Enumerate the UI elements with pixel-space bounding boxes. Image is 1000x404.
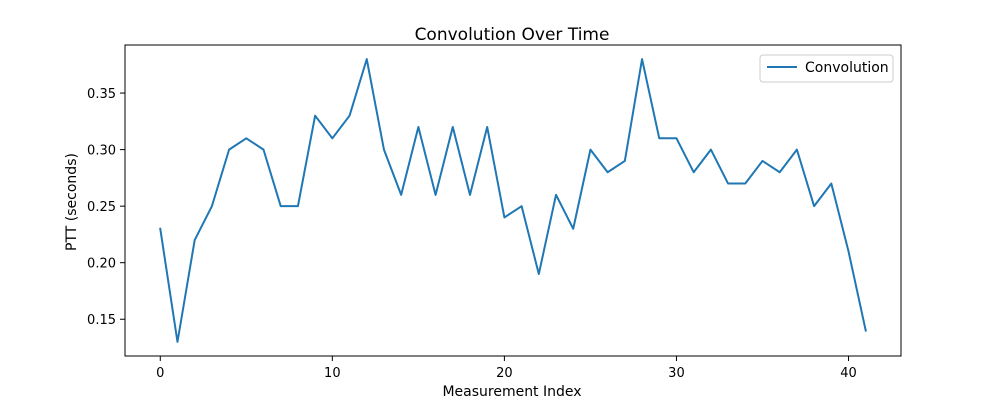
y-axis-title: PTT (seconds) bbox=[64, 153, 80, 251]
data-point bbox=[400, 194, 402, 196]
data-point bbox=[417, 126, 419, 128]
data-point bbox=[555, 194, 557, 196]
data-point bbox=[280, 205, 282, 207]
x-axis-title: Measurement Index bbox=[442, 384, 581, 400]
legend: Convolution bbox=[759, 54, 894, 83]
data-point bbox=[228, 149, 230, 151]
data-point bbox=[331, 137, 333, 139]
data-point bbox=[349, 115, 351, 117]
data-point bbox=[452, 126, 454, 128]
y-tick-label: 0.25 bbox=[87, 200, 116, 215]
chart-title: Convolution Over Time bbox=[415, 25, 610, 45]
data-point bbox=[744, 183, 746, 185]
data-point bbox=[796, 149, 798, 151]
y-axis: 0.15 0.20 0.25 0.30 0.35 bbox=[87, 87, 125, 328]
data-point bbox=[693, 171, 695, 173]
series-layer bbox=[159, 58, 867, 343]
x-tick-label: 30 bbox=[668, 366, 685, 381]
data-point bbox=[538, 273, 540, 275]
data-point bbox=[589, 149, 591, 151]
data-point bbox=[624, 160, 626, 162]
legend-label: Convolution bbox=[805, 60, 889, 76]
data-point bbox=[366, 58, 368, 60]
data-point bbox=[727, 183, 729, 185]
y-tick-label: 0.20 bbox=[87, 257, 116, 272]
data-point bbox=[211, 205, 213, 207]
plot-area-frame bbox=[124, 44, 902, 357]
data-point bbox=[245, 137, 247, 139]
x-tick-label: 20 bbox=[496, 366, 513, 381]
y-tick-label: 0.30 bbox=[87, 144, 116, 159]
data-point bbox=[813, 205, 815, 207]
data-point bbox=[383, 149, 385, 151]
x-tick-label: 10 bbox=[324, 366, 341, 381]
data-point bbox=[314, 115, 316, 117]
data-point bbox=[761, 160, 763, 162]
data-point bbox=[710, 149, 712, 151]
data-point bbox=[194, 239, 196, 241]
data-point bbox=[641, 58, 643, 60]
y-tick-label: 0.35 bbox=[87, 87, 116, 102]
data-point bbox=[572, 228, 574, 230]
data-point bbox=[159, 228, 161, 230]
x-tick-label: 40 bbox=[840, 366, 857, 381]
data-point bbox=[848, 250, 850, 252]
data-point bbox=[779, 171, 781, 173]
data-point bbox=[658, 137, 660, 139]
data-point bbox=[297, 205, 299, 207]
data-point bbox=[521, 205, 523, 207]
y-tick-label: 0.15 bbox=[87, 313, 116, 328]
data-point bbox=[503, 216, 505, 218]
x-tick-label: 0 bbox=[156, 366, 164, 381]
data-point bbox=[469, 194, 471, 196]
series-line-convolution bbox=[159, 58, 867, 343]
data-point bbox=[263, 149, 265, 151]
x-axis: 0 10 20 30 40 bbox=[156, 356, 857, 381]
data-point bbox=[435, 194, 437, 196]
data-point bbox=[486, 126, 488, 128]
data-point bbox=[865, 330, 867, 332]
data-point bbox=[607, 171, 609, 173]
data-point bbox=[830, 183, 832, 185]
data-point bbox=[176, 341, 178, 343]
data-point bbox=[675, 137, 677, 139]
legend-box bbox=[759, 54, 894, 83]
